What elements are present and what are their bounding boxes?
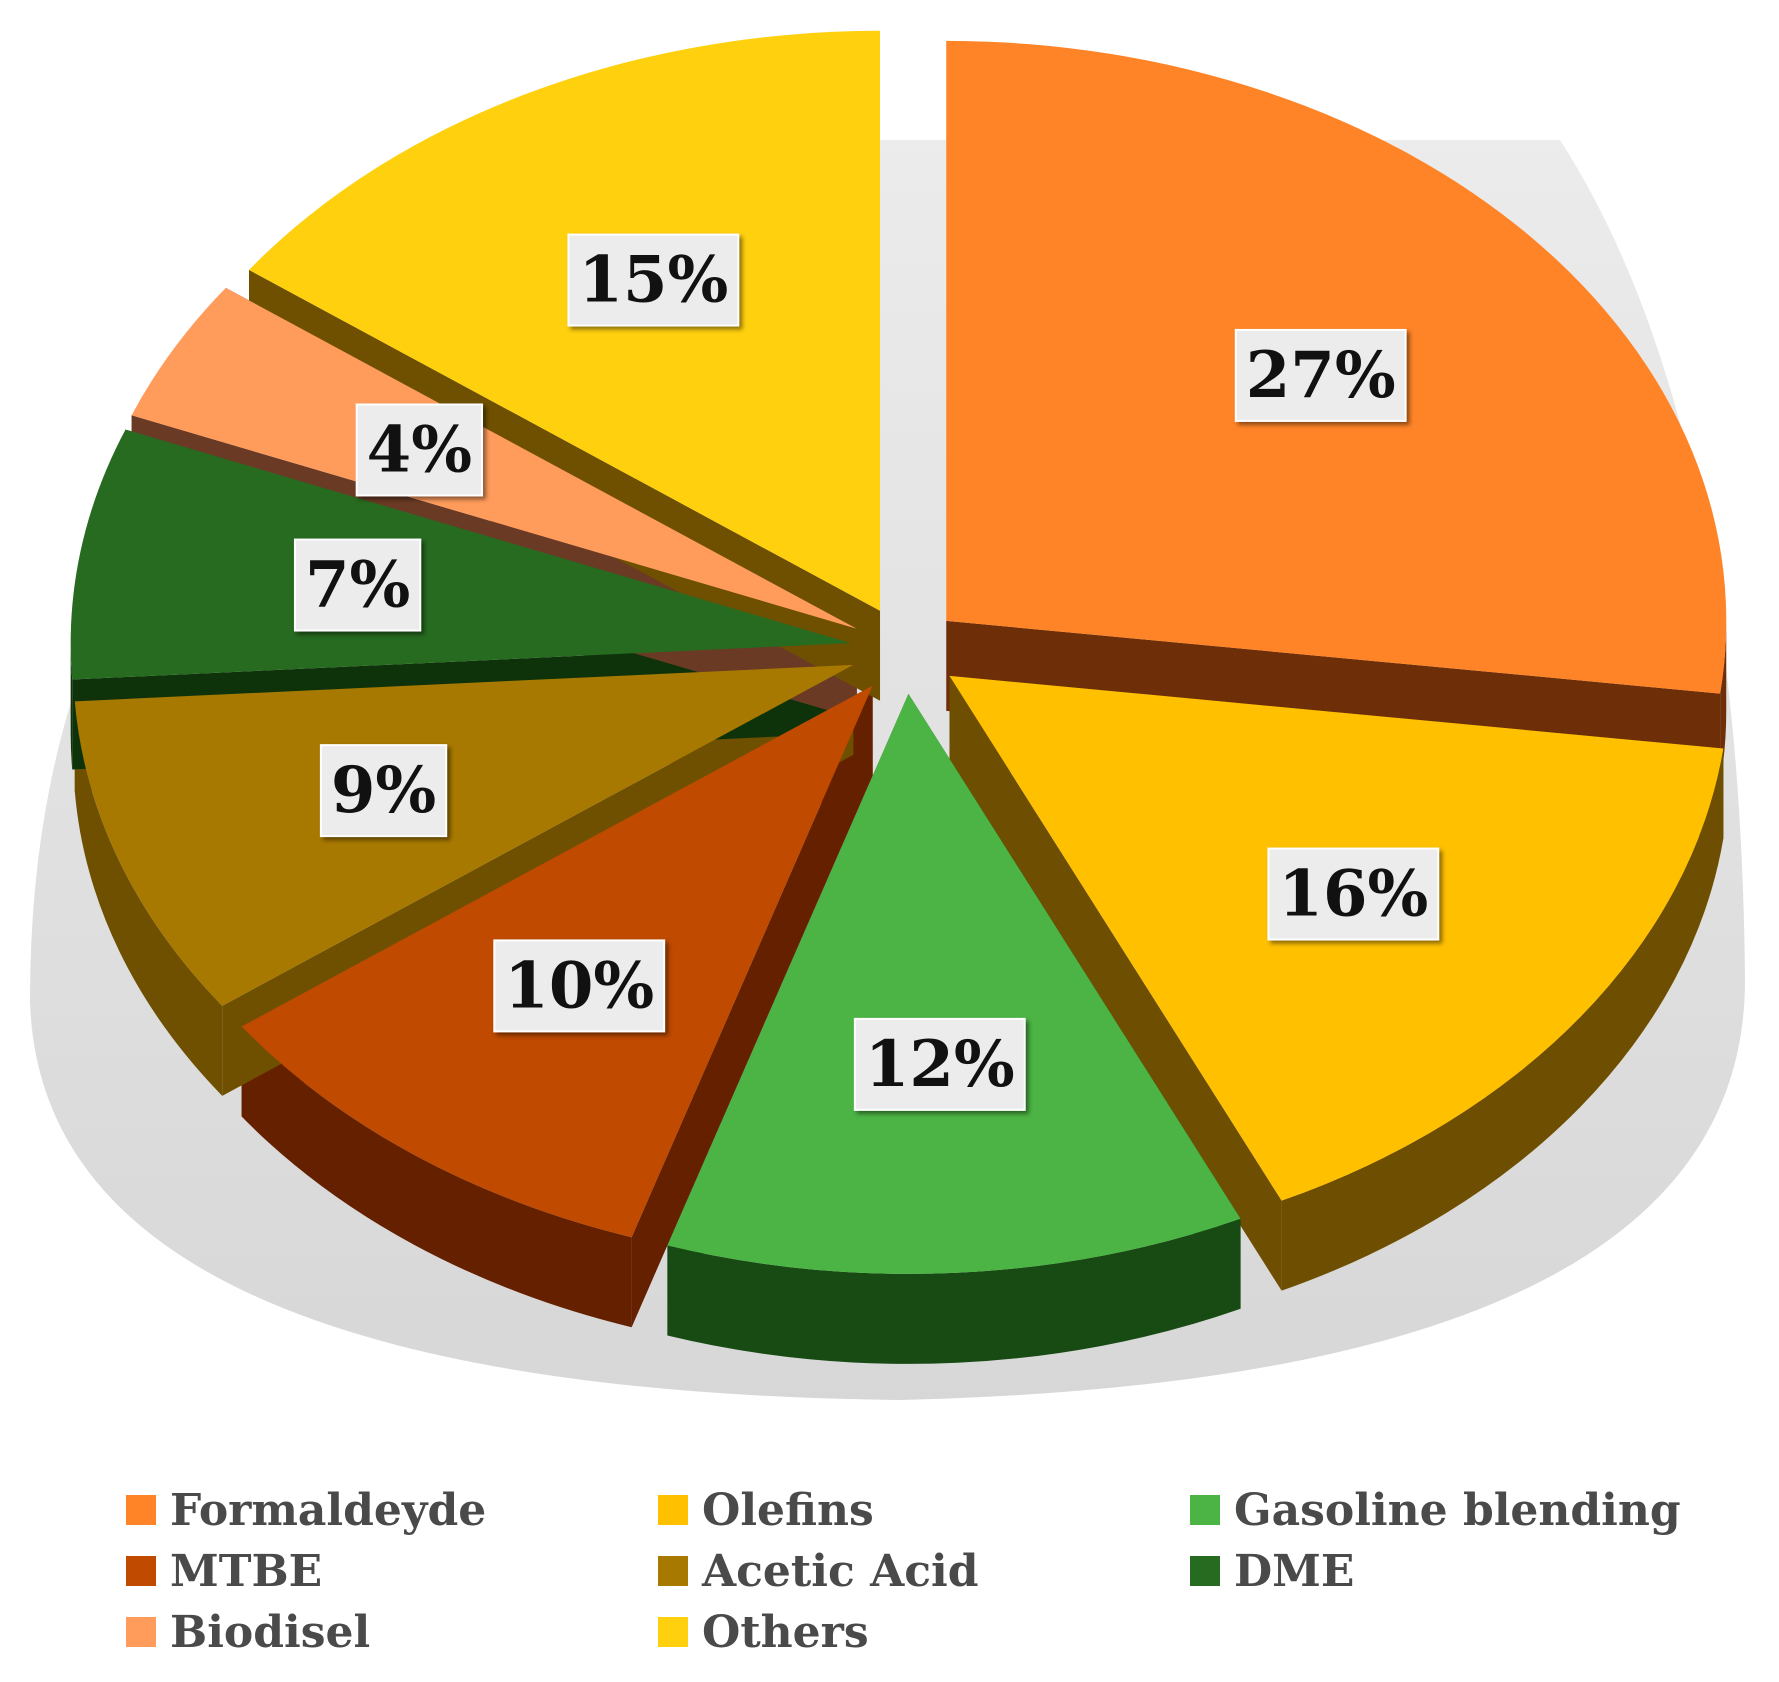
pie-chart-area: 27% 16% 12% 10% 9% 7% 4% 15% xyxy=(30,30,1745,1400)
data-label-dme: 7% xyxy=(305,548,410,623)
data-label-box xyxy=(319,744,448,838)
legend-label: Others xyxy=(702,1606,869,1658)
legend-swatch xyxy=(1190,1495,1220,1525)
legend: Formaldeyde Olefins Gasoline blending MTBE A… xyxy=(126,1482,1726,1672)
data-label-biodisel: 4% xyxy=(367,412,472,487)
legend-item-olefins: Olefins xyxy=(658,1482,874,1538)
legend-label: MTBE xyxy=(170,1545,323,1597)
data-label-box xyxy=(355,403,484,497)
legend-item-biodisel: Biodisel xyxy=(126,1604,370,1660)
pie-chart: 27% 16% 12% 10% 9% 7% 4% 15% xyxy=(30,30,1745,1400)
legend-swatch xyxy=(126,1556,156,1586)
legend-swatch xyxy=(126,1617,156,1647)
legend-swatch xyxy=(658,1495,688,1525)
legend-label: DME xyxy=(1234,1545,1355,1597)
data-label-formaldeyde: 27% xyxy=(1246,338,1396,413)
legend-item-acetic-acid: Acetic Acid xyxy=(658,1543,978,1599)
legend-item-gasoline-blending: Gasoline blending xyxy=(1190,1482,1681,1538)
legend-label: Acetic Acid xyxy=(702,1545,979,1597)
legend-item-others: Others xyxy=(658,1604,869,1660)
legend-swatch xyxy=(1190,1556,1220,1586)
legend-swatch xyxy=(658,1556,688,1586)
data-label-box xyxy=(853,1017,1026,1111)
legend-item-dme: DME xyxy=(1190,1543,1354,1599)
data-label-olefins: 16% xyxy=(1278,857,1428,932)
data-label-mtbe: 10% xyxy=(504,948,654,1023)
slice-gasoline-blending xyxy=(667,693,1241,1274)
data-label-acetic-acid: 9% xyxy=(331,753,436,828)
legend-swatch xyxy=(126,1495,156,1525)
legend-swatch xyxy=(658,1617,688,1647)
slice-biodisel xyxy=(131,287,857,629)
legend-label: Biodisel xyxy=(170,1606,371,1658)
data-label-box xyxy=(567,233,740,327)
data-label-box xyxy=(1234,328,1407,422)
legend-item-mtbe: MTBE xyxy=(126,1543,322,1599)
legend-label: Gasoline blending xyxy=(1234,1484,1681,1536)
data-label-box xyxy=(293,538,422,632)
legend-label: Olefins xyxy=(702,1484,874,1536)
data-label-others: 15% xyxy=(578,243,728,318)
data-label-box xyxy=(1267,847,1440,941)
legend-label: Formaldeyde xyxy=(170,1484,487,1536)
slice-others xyxy=(248,30,881,611)
slice-dme xyxy=(70,429,851,680)
legend-item-formaldeyde: Formaldeyde xyxy=(126,1482,486,1538)
slice-acetic-acid xyxy=(74,664,854,1006)
data-label-box xyxy=(493,939,666,1033)
data-label-gasoline-blending: 12% xyxy=(865,1027,1015,1102)
